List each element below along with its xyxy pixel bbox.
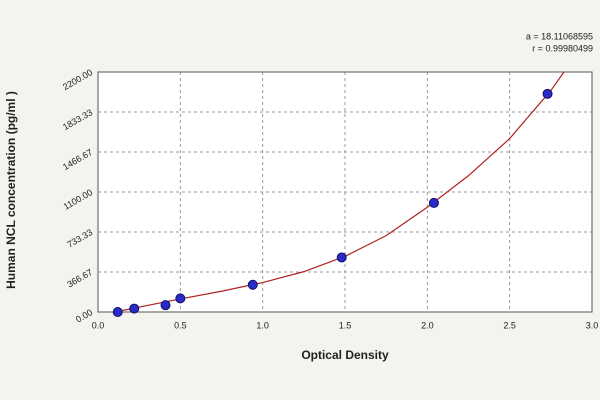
data-point [336,252,347,263]
data-point [175,293,186,304]
data-point [129,303,140,314]
annotation: a = 18.11068595 [526,31,593,41]
y-axis-label: Human NCL concentration (pg/ml ) [4,91,18,289]
x-tick-label: 0.5 [174,320,187,330]
x-tick-label: 1.0 [256,320,269,330]
data-point [112,307,123,317]
plot-border [97,71,593,313]
data-point [428,197,439,208]
data-point [542,88,553,99]
x-tick-label: 0.0 [92,320,105,330]
annotation: r = 0.99980499 [532,43,593,53]
data-point [247,279,258,290]
x-tick-label: 3.0 [586,320,599,330]
x-tick-label: 1.5 [339,320,352,330]
x-axis-label: Optical Density [301,348,389,362]
x-tick-label: 2.0 [421,320,434,330]
data-point [160,300,171,311]
x-tick-label: 2.5 [503,320,516,330]
